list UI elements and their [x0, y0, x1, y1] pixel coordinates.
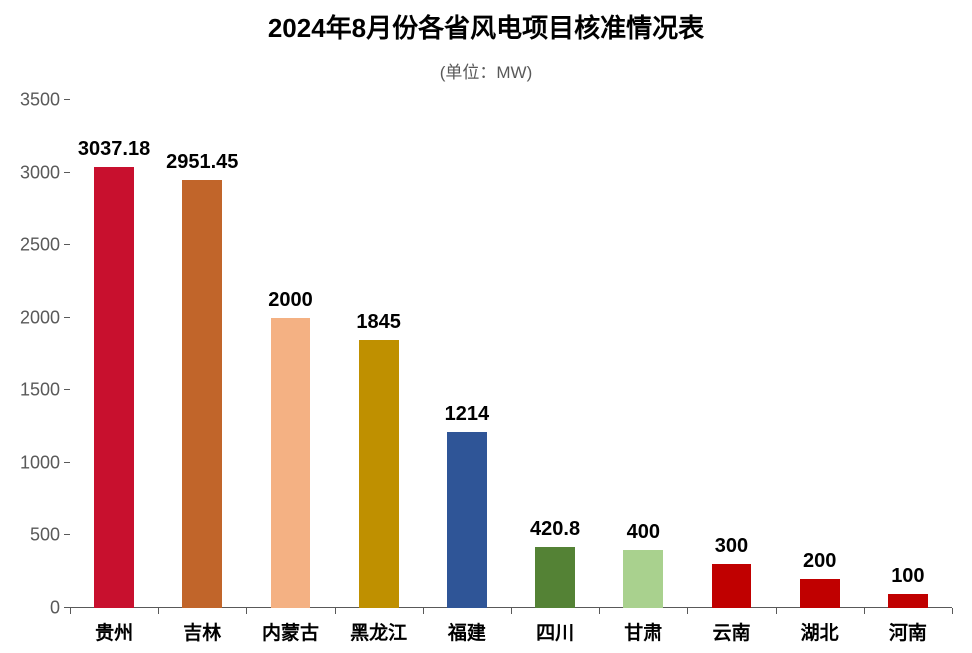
y-tick-mark [64, 534, 70, 535]
y-tick-label: 2500 [20, 235, 70, 256]
x-boundary-tick [158, 608, 159, 614]
x-boundary-tick [246, 608, 247, 614]
bar-slot: 300云南 [687, 100, 775, 608]
x-tick-label: 甘肃 [624, 618, 662, 645]
bar-value-label: 1214 [445, 403, 490, 426]
y-tick-mark [64, 172, 70, 173]
bar-value-label: 3037.18 [78, 138, 150, 161]
x-boundary-tick [70, 608, 71, 614]
y-tick-mark [64, 607, 70, 608]
chart-title: 2024年8月份各省风电项目核准情况表 [0, 8, 972, 45]
bar-slot: 1845黑龙江 [335, 100, 423, 608]
plot-area: 3037.18贵州2951.45吉林2000内蒙古1845黑龙江1214福建42… [70, 100, 952, 608]
bar-value-label: 420.8 [530, 518, 580, 541]
y-tick-label: 2000 [20, 307, 70, 328]
bar-slot: 420.8四川 [511, 100, 599, 608]
x-tick-label: 贵州 [95, 618, 133, 645]
bar-slot: 400甘肃 [599, 100, 687, 608]
bar-value-label: 200 [803, 550, 836, 573]
x-boundary-tick [335, 608, 336, 614]
x-boundary-tick [599, 608, 600, 614]
x-tick-label: 河南 [889, 618, 927, 645]
x-boundary-tick [687, 608, 688, 614]
y-tick-mark [64, 244, 70, 245]
bar-slot: 200湖北 [776, 100, 864, 608]
y-tick-label: 3500 [20, 90, 70, 111]
y-tick-label: 500 [30, 525, 70, 546]
bar: 2951.45 [182, 180, 222, 608]
bar-slot: 100河南 [864, 100, 952, 608]
x-tick-label: 黑龙江 [350, 618, 407, 645]
x-tick-label: 四川 [536, 618, 574, 645]
bar-slot: 3037.18贵州 [70, 100, 158, 608]
y-tick-mark [64, 389, 70, 390]
bar-value-label: 100 [891, 565, 924, 588]
bar-value-label: 300 [715, 535, 748, 558]
bar: 100 [888, 594, 928, 609]
bars-row: 3037.18贵州2951.45吉林2000内蒙古1845黑龙江1214福建42… [70, 100, 952, 608]
x-boundary-tick [864, 608, 865, 614]
y-tick-mark [64, 462, 70, 463]
x-boundary-tick [423, 608, 424, 614]
y-tick-label: 3000 [20, 162, 70, 183]
bar-value-label: 400 [627, 521, 660, 544]
x-boundary-tick [952, 608, 953, 614]
x-boundary-tick [776, 608, 777, 614]
bar-value-label: 2951.45 [166, 151, 238, 174]
bar: 420.8 [535, 547, 575, 608]
y-tick-label: 1000 [20, 452, 70, 473]
bar-value-label: 2000 [268, 289, 313, 312]
x-tick-label: 福建 [448, 618, 486, 645]
bar: 400 [623, 550, 663, 608]
bar-value-label: 1845 [356, 311, 401, 334]
chart-subtitle: (单位：MW) [0, 58, 972, 83]
x-tick-label: 内蒙古 [262, 618, 319, 645]
bar-slot: 2951.45吉林 [158, 100, 246, 608]
y-tick-mark [64, 99, 70, 100]
bar: 3037.18 [94, 167, 134, 608]
bar: 1214 [447, 432, 487, 608]
chart-container: 2024年8月份各省风电项目核准情况表 (单位：MW) 3037.18贵州295… [0, 0, 972, 653]
bar-slot: 1214福建 [423, 100, 511, 608]
bar: 300 [712, 564, 752, 608]
bar: 2000 [271, 318, 311, 608]
y-tick-label: 1500 [20, 380, 70, 401]
bar: 200 [800, 579, 840, 608]
x-tick-label: 吉林 [183, 618, 221, 645]
y-tick-mark [64, 317, 70, 318]
x-tick-label: 湖北 [801, 618, 839, 645]
y-tick-label: 0 [50, 598, 70, 619]
bar-slot: 2000内蒙古 [246, 100, 334, 608]
x-boundary-tick [511, 608, 512, 614]
bar: 1845 [359, 340, 399, 608]
x-tick-label: 云南 [712, 618, 750, 645]
